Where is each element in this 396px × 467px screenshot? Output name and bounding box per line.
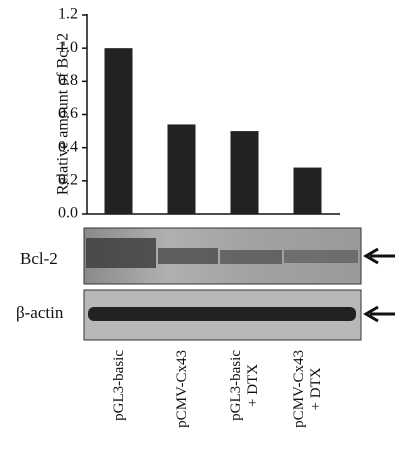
- bar: [231, 131, 259, 214]
- x-tick-label-box: pGL3-basic + DTX: [225, 350, 265, 460]
- x-tick-label: pCMV-Cx43: [173, 350, 190, 428]
- y-tick-label: 0.8: [58, 72, 78, 89]
- blot-label: β-actin: [16, 303, 64, 322]
- arrow: [366, 307, 395, 321]
- blot-label: Bcl-2: [20, 249, 58, 268]
- y-tick-label: 1.0: [58, 39, 78, 56]
- figure: Relative amount of Bcl-2 Bcl-2 β-actin 0…: [0, 0, 396, 467]
- blot-actin: [84, 290, 361, 340]
- bar: [168, 124, 196, 214]
- x-tick-label: pGL3-basic: [110, 350, 127, 421]
- x-tick-label: pCMV-Cx43 + DTX: [291, 350, 325, 428]
- blot-bcl2: [84, 228, 361, 284]
- y-tick-label: 0.2: [58, 172, 78, 189]
- y-tick-label: 0.0: [58, 205, 78, 222]
- arrow: [366, 249, 395, 263]
- y-tick-label: 0.6: [58, 105, 78, 122]
- bar: [105, 48, 133, 214]
- x-tick-label-box: pCMV-Cx43 + DTX: [288, 350, 328, 460]
- bar: [294, 168, 322, 214]
- y-tick-label: 1.2: [58, 6, 78, 23]
- x-tick-label-box: pGL3-basic: [99, 350, 139, 460]
- x-tick-label-box: pCMV-Cx43: [162, 350, 202, 460]
- x-tick-label: pGL3-basic + DTX: [228, 350, 262, 421]
- y-tick-label: 0.4: [58, 138, 78, 155]
